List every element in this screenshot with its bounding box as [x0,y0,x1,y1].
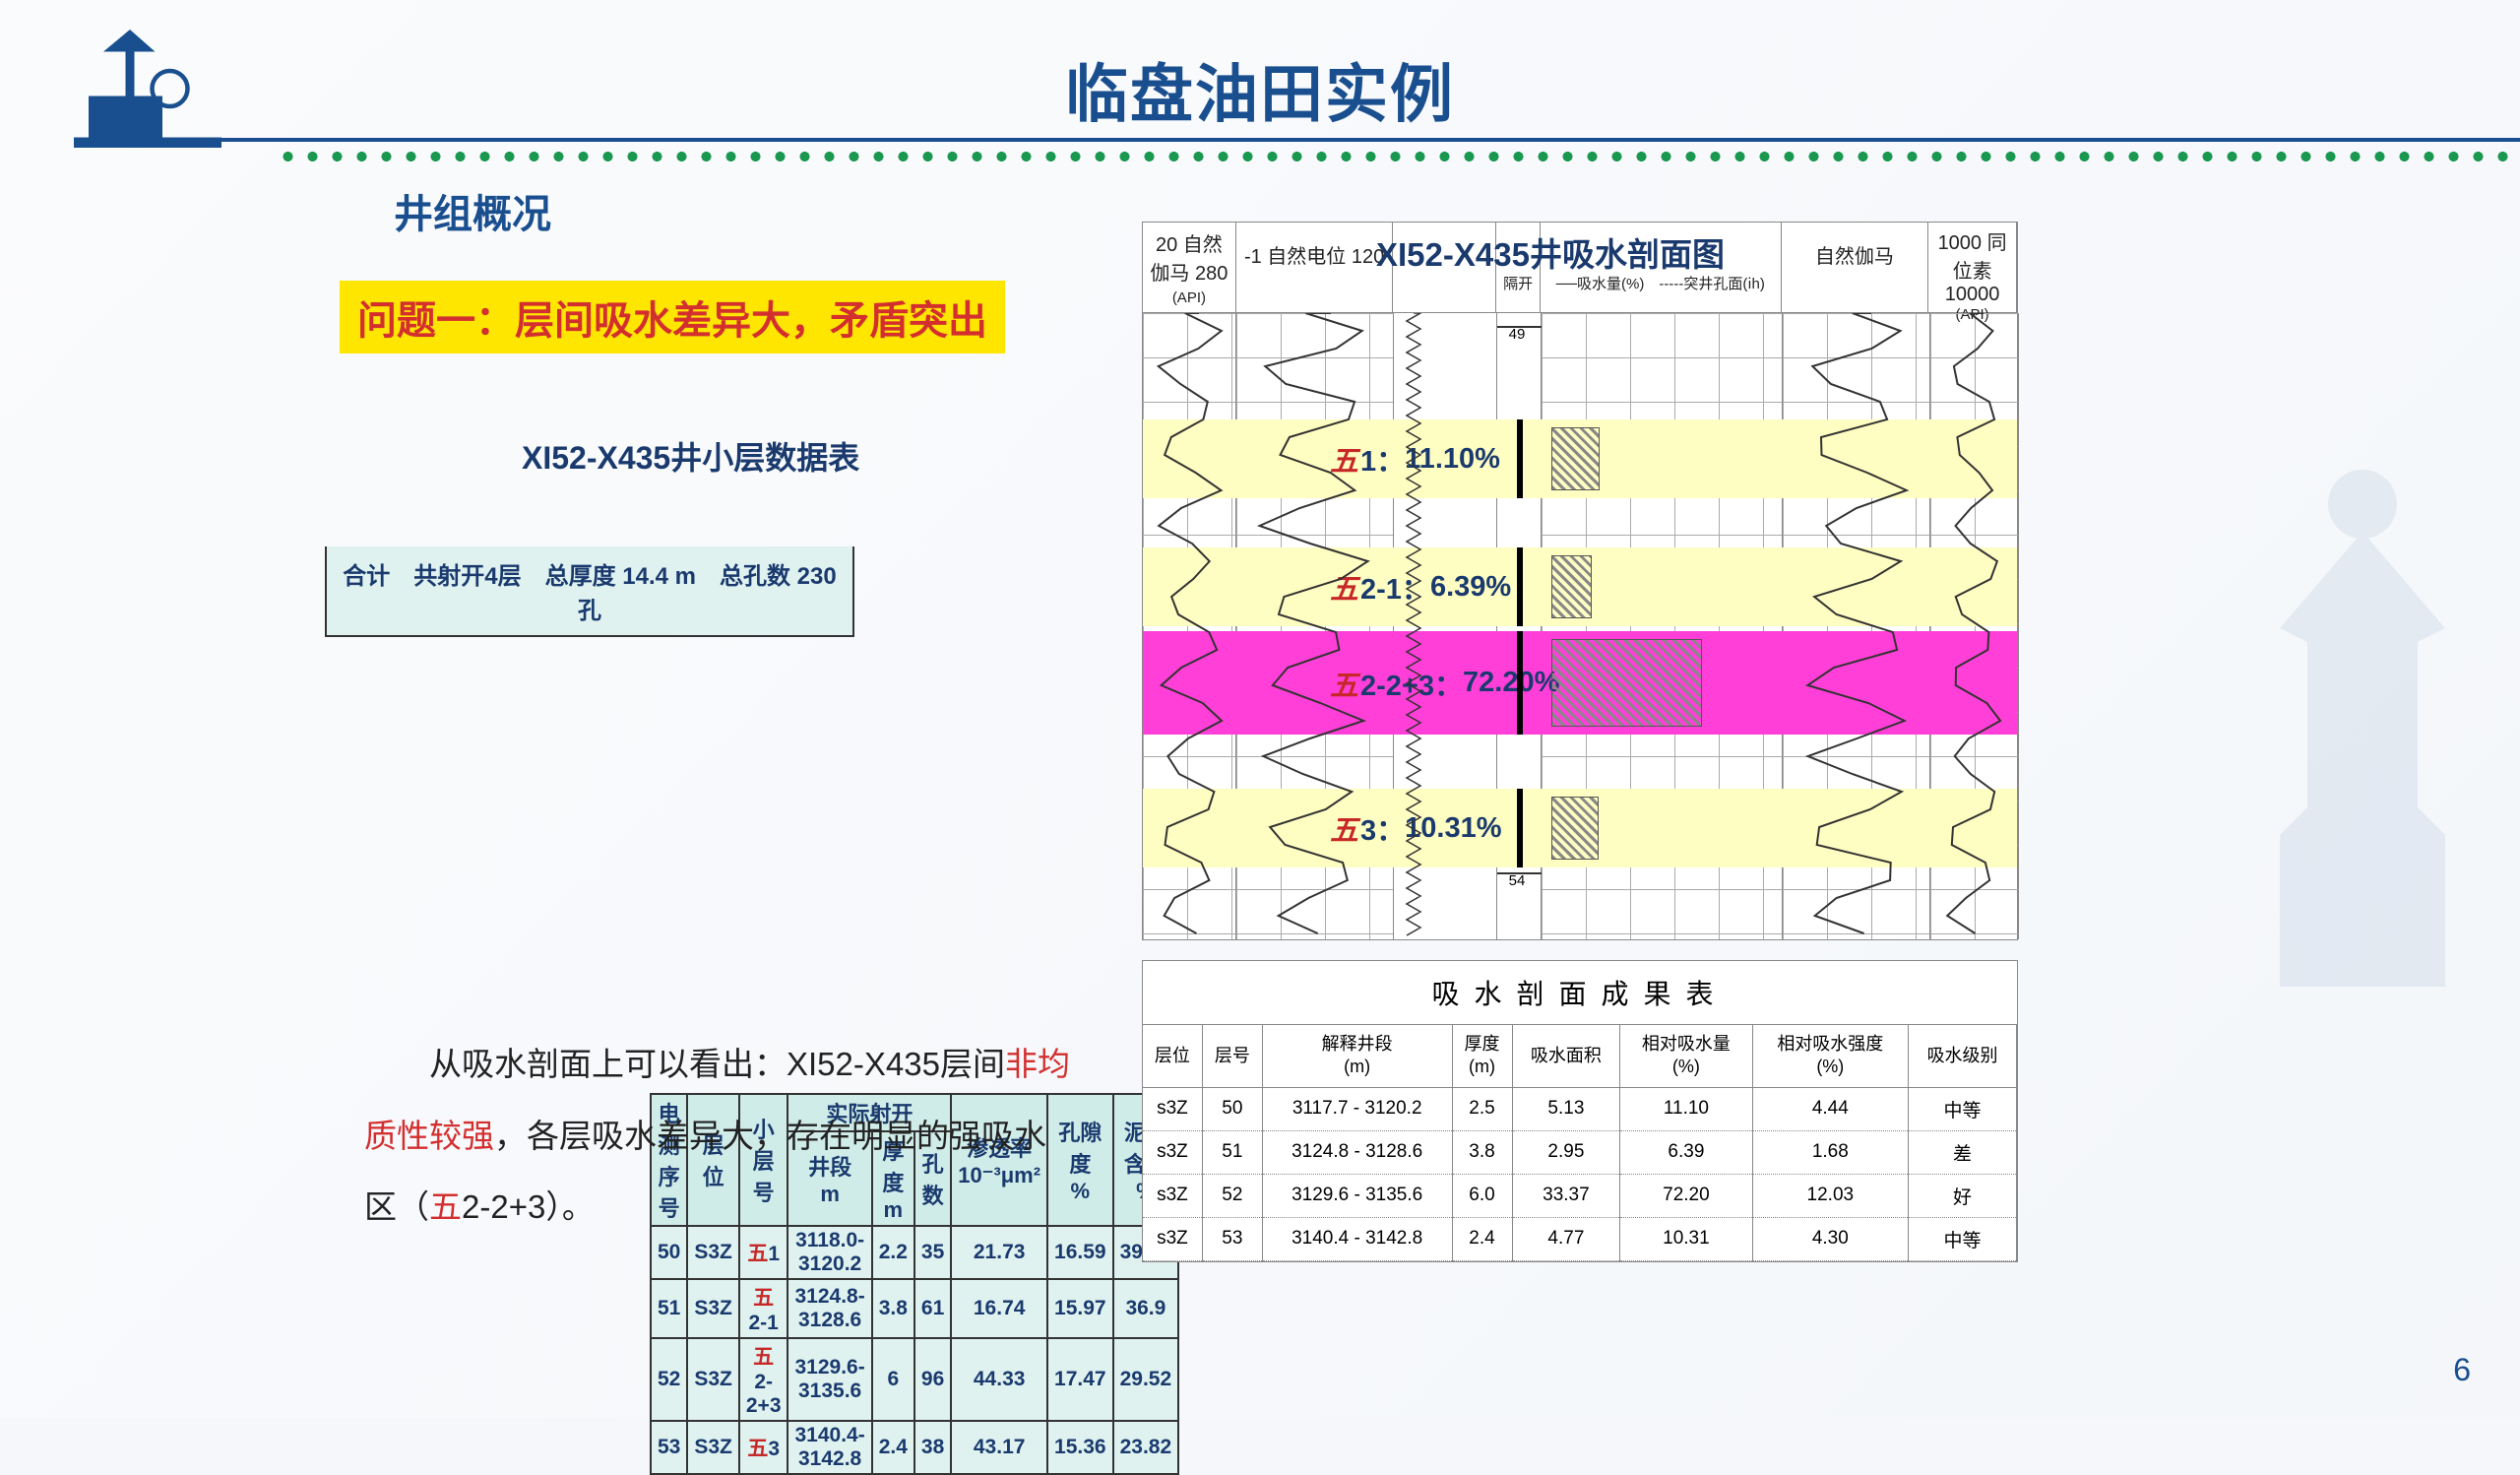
page-number: 6 [2453,1352,2471,1388]
problem-highlight: 问题一：层间吸水差异大，矛盾突出 [340,281,1005,353]
results-row: s3Z503117.7 - 3120.22.55.1311.104.44中等 [1143,1087,2017,1130]
subtitle: 井组概况 [394,182,551,239]
zigzag-track [1404,313,1423,941]
absorption-bar [1551,797,1599,860]
log-curve [1143,313,1236,941]
decorative-silhouette [2225,443,2500,1034]
results-th: 解释井段 (m) [1262,1025,1452,1087]
profile-header-col: -1 自然电位 120 [1236,223,1394,312]
table-row: 51S3Z五2-13124.8-3128.63.86116.7415.9736.… [651,1279,1178,1338]
data-table-wrapper: 电测序号 层位 小层号 实际射开 渗透率 10⁻³μm² 孔隙度 % 泥质含量 … [325,546,854,637]
profile-header-col: 自然伽马 [1782,223,1929,312]
conclusion-text: 从吸水剖面上可以看出：XI52-X435层间非均质性较强，各层吸水差异大，存在明… [364,1029,1073,1244]
results-row: s3Z523129.6 - 3135.66.033.3772.2012.03好 [1143,1174,2017,1217]
profile-header-col: 20 自然伽马 280(API) [1143,223,1236,312]
table-summary: 合计 共射开4层 总厚度 14.4 m 总孔数 230 孔 [325,546,854,637]
profile-header-col: 1000 同位素 10000(API) [1928,223,2017,312]
data-table-title: XI52-X435井小层数据表 [522,433,859,479]
profile-title: XI52-X435井吸水剖面图 [1376,228,1725,276]
absorption-bar [1551,427,1600,490]
table-row: 52S3Z五2-2+33129.6-3135.669644.3317.4729.… [651,1338,1178,1421]
table-row: 53S3Z五33140.4-3142.82.43843.1715.3623.82 [651,1421,1178,1474]
log-curve [1236,313,1394,941]
results-th: 相对吸水强度 (%) [1752,1025,1909,1087]
results-th: 层号 [1202,1025,1262,1087]
absorption-bar [1551,639,1702,727]
absorption-bar [1551,555,1592,618]
profile-chart: 20 自然伽马 280(API)-1 自然电位 120 隔开 ──吸水量(%) … [1142,222,2018,940]
conclusion-red2: 五 [429,1188,462,1225]
perforation-track [1517,313,1523,941]
title-underline [217,138,2520,142]
profile-body: 五1：11.10%五2-1：6.39%五2-2+3：72.20%五3：10.31… [1143,313,2017,939]
log-curve [1930,313,2019,941]
results-th: 吸水级别 [1909,1025,2017,1087]
conclusion-pre: 从吸水剖面上可以看出：XI52-X435层间 [364,1046,1005,1082]
results-table: 层位层号解释井段 (m)厚度 (m)吸水面积相对吸水量 (%)相对吸水强度 (%… [1143,1025,2017,1261]
logo-icon [74,30,221,148]
results-th: 层位 [1143,1025,1202,1087]
conclusion-after: 2-2+3）。 [462,1188,595,1225]
results-table-title: 吸水剖面成果表 [1143,961,2017,1025]
results-table-wrapper: 吸水剖面成果表 层位层号解释井段 (m)厚度 (m)吸水面积相对吸水量 (%)相… [1142,960,2018,1262]
results-th: 吸水面积 [1512,1025,1620,1087]
results-th: 厚度 (m) [1452,1025,1512,1087]
results-th: 相对吸水量 (%) [1620,1025,1752,1087]
results-row: s3Z513124.8 - 3128.63.82.956.391.68差 [1143,1130,2017,1174]
page-title: 临盘油田实例 [1065,44,1455,135]
log-curve [1783,313,1930,941]
dotted-divider [276,150,2520,163]
results-row: s3Z533140.4 - 3142.82.44.7710.314.30中等 [1143,1217,2017,1260]
